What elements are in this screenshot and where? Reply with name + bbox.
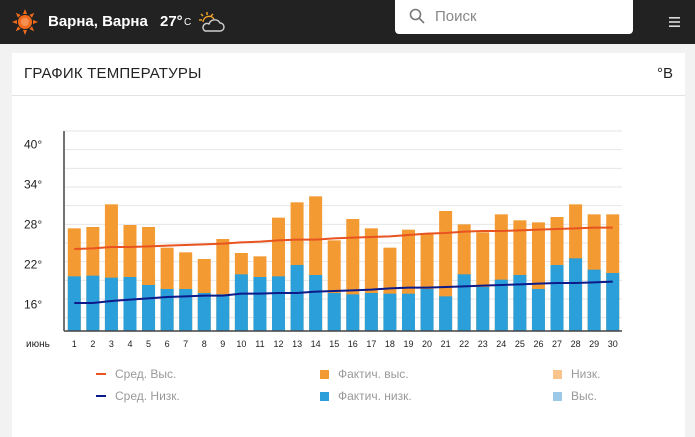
temperature-chart-card: ГРАФИК ТЕМПЕРАТУРЫ °В 16° 22° 28° 34° 40° июн… (12, 53, 685, 437)
bar-actual-low (587, 269, 601, 331)
x-tick-label: 4 (127, 339, 132, 349)
x-tick-label: 1 (72, 339, 77, 349)
x-month-label: июнь (26, 339, 50, 350)
x-tick-label: 18 (385, 339, 395, 349)
search-box[interactable] (395, 0, 633, 34)
y-tick-label: 22° (24, 257, 42, 271)
x-tick-label: 17 (366, 339, 376, 349)
x-tick-label: 2 (90, 339, 95, 349)
hamburger-menu-icon[interactable] (669, 17, 680, 27)
legend-record-high-label: Выс. (571, 389, 597, 403)
bar-actual-low (253, 277, 267, 331)
bar-actual-low (383, 293, 397, 331)
x-tick-label: 7 (183, 339, 188, 349)
partly-cloudy-icon (199, 12, 225, 32)
bar-actual-low (494, 279, 508, 331)
legend-actual-high: Фактич. выс. (320, 367, 409, 381)
x-tick-label: 9 (220, 339, 225, 349)
bar-actual-low (216, 294, 230, 331)
x-tick-label: 16 (348, 339, 358, 349)
temperature-chart: 16°22°28°34°40°июнь 1 2 3 4 5 6 7 8 9 10 11 12 13 14 15… (24, 130, 622, 350)
bar-actual-low (327, 293, 341, 331)
legend-avg-low-label: Сред. Низк. (115, 389, 180, 403)
x-tick-label: 25 (515, 339, 525, 349)
legend-record-low: Низк. (553, 367, 600, 381)
x-tick-label: 27 (552, 339, 562, 349)
x-tick-label: 29 (589, 339, 599, 349)
sun-logo-icon[interactable] (12, 9, 38, 35)
legend-record-low-label: Низк. (571, 367, 601, 381)
legend-avg-high-swatch (96, 373, 106, 375)
y-tick-label: 28° (24, 217, 42, 231)
x-tick-label: 19 (403, 339, 413, 349)
x-tick-label: 11 (255, 339, 264, 349)
x-tick-label: 26 (533, 339, 543, 349)
search-input[interactable] (435, 2, 625, 30)
y-tick-label: 40° (24, 137, 42, 151)
bar-actual-low (364, 293, 378, 331)
x-tick-label: 8 (202, 339, 207, 349)
top-bar: Варна, Варна 27° C (0, 0, 695, 44)
bar-actual-low (439, 296, 453, 331)
x-tick-label: 12 (274, 339, 284, 349)
x-tick-label: 22 (459, 339, 469, 349)
legend-actual-high-swatch (320, 369, 329, 379)
x-tick-label: 14 (311, 339, 321, 349)
temperature-unit: C (184, 17, 192, 28)
bar-actual-low (550, 265, 564, 331)
x-tick-label: 10 (236, 339, 246, 349)
legend-actual-low-swatch (320, 391, 329, 401)
legend-record-high-swatch (553, 391, 562, 401)
x-tick-label: 13 (292, 339, 302, 349)
bar-actual-low (531, 289, 545, 331)
unit-toggle[interactable]: °В (656, 65, 673, 82)
card-divider (12, 95, 685, 96)
bar-actual-low (272, 276, 286, 331)
card-title: ГРАФИК ТЕМПЕРАТУРЫ (24, 65, 202, 82)
legend-avg-high: Сред. Выс. (96, 367, 176, 381)
legend-record-high: Выс. (553, 389, 597, 403)
bar-actual-low (457, 274, 471, 331)
x-tick-label: 15 (329, 339, 339, 349)
legend-avg-low: Сред. Низк. (96, 389, 180, 403)
bar-actual-low (123, 277, 137, 331)
avg-low-line (74, 280, 613, 304)
x-tick-label: 20 (422, 339, 432, 349)
bar-actual-low (179, 289, 193, 331)
legend-actual-low: Фактич. низк. (320, 389, 412, 403)
bar-actual-low (346, 294, 360, 331)
x-tick-label: 23 (478, 339, 488, 349)
avg-high-line (74, 226, 613, 250)
x-tick-label: 24 (496, 339, 506, 349)
bar-actual-low (234, 274, 248, 331)
y-tick-label: 34° (24, 177, 42, 191)
x-tick-label: 5 (146, 339, 151, 349)
bar-actual-low (290, 265, 304, 331)
location-name[interactable]: Варна, Варна (48, 13, 148, 30)
bar-actual-low (569, 258, 583, 331)
x-tick-label: 30 (608, 339, 618, 349)
bar-actual-low (309, 275, 323, 331)
legend-avg-high-label: Сред. Выс. (115, 367, 177, 381)
search-icon[interactable] (409, 8, 425, 24)
bar-actual-low (420, 289, 434, 331)
legend-record-low-swatch (553, 369, 562, 379)
bar-actual-low (104, 277, 118, 331)
bar-actual-low (197, 293, 211, 331)
x-tick-label: 28 (571, 339, 581, 349)
bar-actual-low (606, 273, 620, 331)
legend-actual-high-label: Фактич. выс. (338, 367, 409, 381)
current-temperature: 27° (160, 13, 183, 30)
legend-actual-low-label: Фактич. низк. (338, 389, 412, 403)
bar-actual-low (513, 275, 527, 331)
y-tick-label: 16° (24, 297, 42, 311)
x-tick-label: 21 (441, 339, 451, 349)
bar-actual-low (476, 287, 490, 331)
bar-actual-low (142, 285, 156, 331)
bar-actual-low (160, 289, 174, 331)
x-tick-label: 6 (165, 339, 170, 349)
bar-actual-low (401, 293, 415, 331)
legend-avg-low-swatch (96, 395, 106, 397)
x-tick-label: 3 (109, 339, 114, 349)
